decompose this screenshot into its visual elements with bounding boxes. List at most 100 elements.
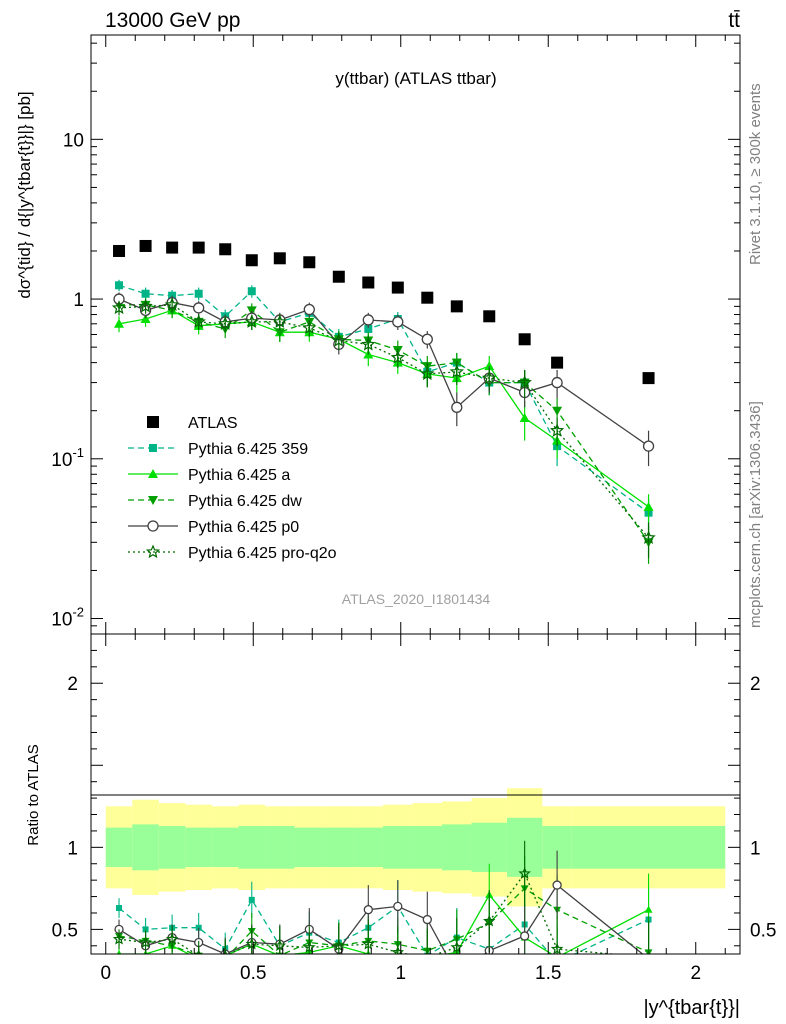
legend-marker <box>148 496 158 505</box>
data-point <box>517 375 532 389</box>
band-inner-bin <box>442 824 472 871</box>
ratio-point <box>552 880 562 890</box>
data-point <box>551 356 564 369</box>
legend-marker <box>147 416 159 428</box>
band-inner-bin <box>353 827 384 868</box>
data-point <box>138 298 153 313</box>
ratio-tick-label: 1 <box>67 838 78 859</box>
ratio-line <box>118 887 649 954</box>
band-inner-bin <box>158 826 186 869</box>
ratio-point <box>248 896 255 903</box>
data-point <box>642 440 655 452</box>
data-point <box>302 320 317 334</box>
y-tick-label: 10-1 <box>51 445 84 471</box>
data-point <box>331 332 346 347</box>
ratio-point <box>273 939 287 952</box>
ratio-tick-label: 0.5 <box>52 920 78 941</box>
legend-marker <box>147 520 159 532</box>
data-point <box>247 287 256 296</box>
data-point <box>483 310 496 323</box>
ratio-point <box>393 901 403 912</box>
data-point <box>518 333 531 346</box>
band-inner-bin <box>294 827 325 868</box>
x-axis-label: |y^{tbar{t}}| <box>643 997 740 1019</box>
ratio-tick-label-right: 0.5 <box>750 920 776 941</box>
data-point <box>139 239 152 252</box>
data-point <box>244 314 260 328</box>
data-point <box>193 302 205 314</box>
data-point <box>246 306 257 316</box>
ratio-point <box>139 935 152 948</box>
y-tick-label: 10-2 <box>51 605 84 631</box>
data-point <box>303 256 316 269</box>
ratio-y-axis-label: Ratio to ATLAS <box>25 744 42 845</box>
ratio-point <box>221 956 229 963</box>
ratio-frame <box>90 633 741 955</box>
data-point <box>166 241 179 254</box>
y-tick-label: 1 <box>73 290 84 311</box>
band-inner-bin <box>265 826 295 869</box>
data-point <box>164 297 180 312</box>
ratio-tick-label: 2 <box>67 674 78 695</box>
ratio-point <box>550 942 564 954</box>
ratio-panel: 0 0.5 1 1.5 2 0.5 0.5 1 1 2 2 Ratio to ATLAS |y^{t… <box>25 633 776 1019</box>
band-inner-bin <box>185 827 212 868</box>
data-point <box>332 270 345 283</box>
data-point <box>273 252 286 265</box>
x-tick-label: 1.5 <box>535 963 561 984</box>
data-point <box>192 241 205 254</box>
data-point <box>421 333 433 345</box>
x-tick-label: 0.5 <box>240 963 266 984</box>
band-inner-bin <box>412 826 443 869</box>
series-2 <box>114 303 654 523</box>
legend-entry: Pythia 6.425 a <box>128 467 290 484</box>
ratio-tick-label-right: 2 <box>750 674 761 695</box>
data-point <box>641 530 656 545</box>
data-point <box>549 423 565 437</box>
data-point <box>551 376 563 389</box>
ratio-point <box>422 914 432 925</box>
data-point <box>111 300 127 315</box>
legend-label: Pythia 6.425 pro-q2o <box>188 545 337 562</box>
ratio-point <box>645 955 653 963</box>
ratio-point <box>520 931 530 941</box>
data-point <box>114 318 125 328</box>
data-point <box>113 244 126 257</box>
band-inner-bin <box>383 826 413 869</box>
band-inner-bin <box>105 827 133 868</box>
band-inner-bin <box>132 824 159 871</box>
band-inner-bin <box>324 827 354 868</box>
data-point <box>115 281 124 290</box>
plot-title: y(ttbar) (ATLAS ttbar) <box>335 69 496 88</box>
data-point <box>449 364 464 378</box>
data-point <box>194 289 203 298</box>
data-point <box>421 291 434 304</box>
data-point <box>643 501 654 511</box>
ratio-point <box>245 937 258 950</box>
data-point <box>141 289 150 298</box>
ratio-uncertainty-band <box>105 788 726 907</box>
data-point <box>481 370 497 385</box>
ratio-point <box>644 905 653 913</box>
ratio-series-0 <box>116 880 652 954</box>
legend-label: Pythia 6.425 a <box>188 467 290 484</box>
legend-entry: ATLAS <box>147 415 238 432</box>
ratio-series-4 <box>112 840 650 954</box>
mcplots-label: mcplots.cern.ch [arXiv:1306.3436] <box>747 401 764 628</box>
data-point <box>390 350 405 364</box>
ratio-point <box>192 949 205 954</box>
x-tick-label: 1 <box>395 963 406 984</box>
data-point <box>217 316 233 330</box>
legend-entry: Pythia 6.425 pro-q2o <box>128 544 337 562</box>
x-tick-label: 2 <box>690 963 701 984</box>
series-0 <box>113 239 655 385</box>
rivet-version-label: Rivet 3.1.10, ≥ 300k events <box>747 83 764 265</box>
ratio-series-3 <box>114 850 653 963</box>
ratio-axis-ticks: 0 0.5 1 1.5 2 0.5 0.5 1 1 2 2 <box>52 633 776 984</box>
ratio-series-group <box>112 840 653 963</box>
ratio-point <box>450 940 464 953</box>
ratio-point <box>361 937 375 950</box>
legend-marker <box>145 544 161 559</box>
legend-label: Pythia 6.425 p0 <box>188 519 299 536</box>
data-point <box>451 401 463 413</box>
